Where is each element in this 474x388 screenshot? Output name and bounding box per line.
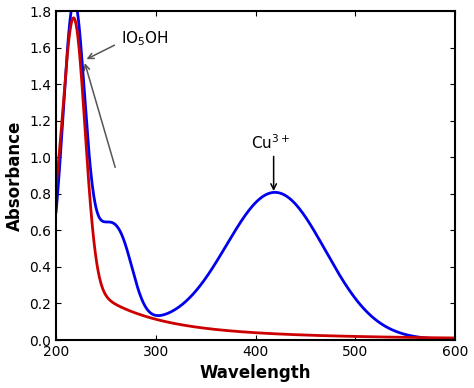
X-axis label: Wavelength: Wavelength (200, 364, 311, 383)
Text: IO$_5$OH: IO$_5$OH (121, 29, 169, 48)
Y-axis label: Absorbance: Absorbance (6, 120, 24, 231)
Text: Cu$^{3+}$: Cu$^{3+}$ (251, 133, 290, 152)
